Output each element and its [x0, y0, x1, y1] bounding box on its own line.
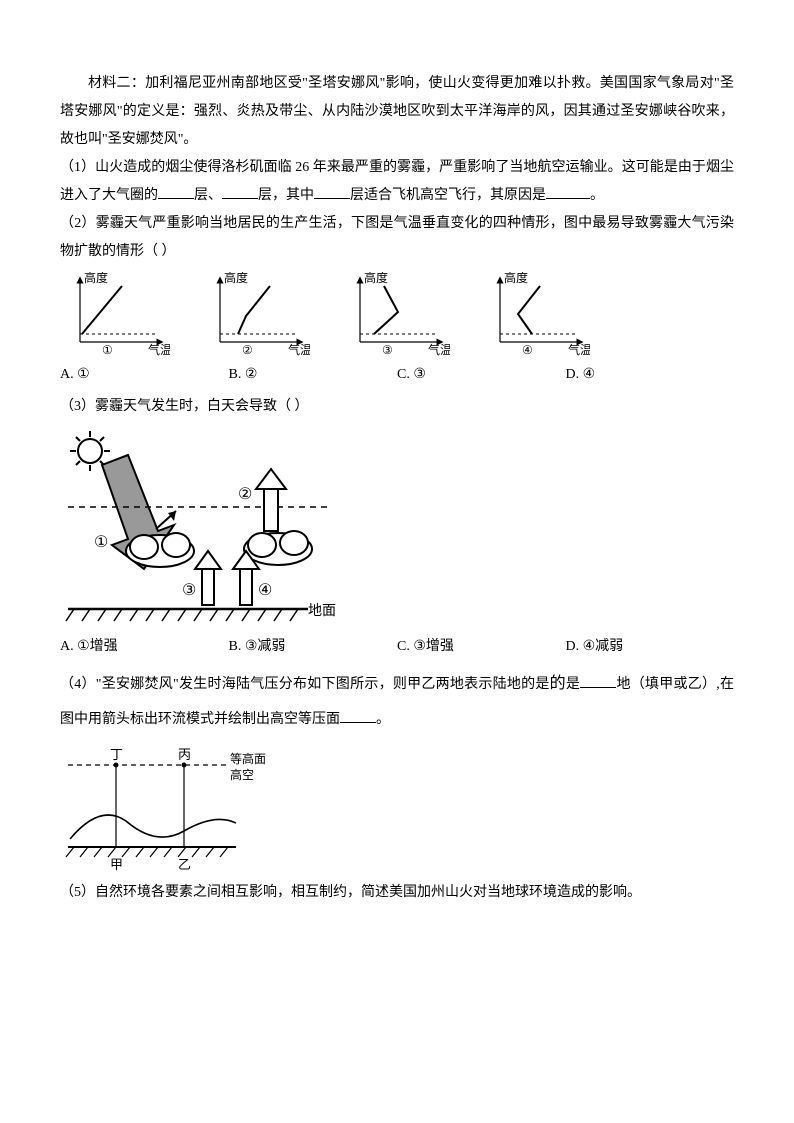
q2-opt-a: A. ①	[60, 361, 229, 389]
q4-figure: 丁 丙 等高面 高空 甲 乙	[60, 743, 734, 873]
svg-text:③: ③	[182, 582, 196, 599]
svg-text:②: ②	[238, 486, 252, 503]
q4-a: （4）"圣安娜焚风"发生时海陆气压分布如下图所示，则甲乙两地表示陆地的是	[60, 677, 550, 692]
arrow-2-icon	[256, 469, 286, 531]
q2-chart-4: 高度 气温 ④	[480, 272, 590, 357]
ground-label: 地面	[308, 603, 336, 619]
svg-text:气温: 气温	[288, 342, 310, 357]
q2-chart-2: 高度 气温 ②	[200, 272, 310, 357]
q2-opt-d: D. ④	[566, 361, 735, 389]
q4-blank2	[340, 708, 376, 723]
q1-text: （1）山火造成的烟尘使得洛杉矶面临 26 年来最严重的雾霾，严重影响了当地航空运…	[60, 154, 734, 210]
q4-c: 。	[376, 712, 390, 727]
q4-text: （4）"圣安娜焚风"发生时海陆气压分布如下图所示，则甲乙两地表示陆地的是的是地（…	[60, 665, 734, 737]
q4-blank1	[580, 673, 616, 688]
svg-text:甲: 甲	[110, 857, 123, 872]
svg-text:③: ③	[382, 343, 393, 357]
q3-figure: ① ② ③ ④ 地面	[60, 427, 734, 627]
q1-d: 层适合飞机高空飞行，其原因是	[350, 188, 546, 203]
q3-options: A. ①增强 B. ③减弱 C. ③增强 D. ④减弱	[60, 633, 734, 661]
svg-text:气温: 气温	[148, 342, 170, 357]
svg-text:丙: 丙	[178, 747, 191, 762]
q2-opt-c: C. ③	[397, 361, 566, 389]
q2-charts: 高度 气温 ① 高度 气温 ② 高度 气温 ③ 高度 气温 ④	[60, 272, 734, 357]
svg-text:①: ①	[94, 534, 108, 551]
svg-text:气温: 气温	[568, 342, 590, 357]
svg-text:④: ④	[258, 582, 272, 599]
svg-text:乙: 乙	[178, 857, 191, 872]
intro-paragraph: 材料二：加利福尼亚州南部地区受"圣塔安娜风"影响，使山火变得更加难以扑救。美国国…	[60, 70, 734, 154]
svg-text:高度: 高度	[224, 272, 248, 285]
cloud-left-icon	[126, 533, 194, 567]
q2-text: （2）雾霾天气严重影响当地居民的生产生活，下图是气温垂直变化的四种情形，图中最易…	[60, 210, 734, 266]
svg-text:高度: 高度	[84, 272, 108, 285]
q1-blank4	[546, 184, 590, 199]
q5-text: （5）自然环境各要素之间相互影响，相互制约，简述美国加州山火对当地球环境造成的影…	[60, 879, 734, 907]
svg-text:④: ④	[522, 343, 533, 357]
q3-opt-d: D. ④减弱	[566, 633, 735, 661]
q2-opt-b: B. ②	[229, 361, 398, 389]
q1-e: 。	[590, 188, 604, 203]
q3-text: （3）雾霾天气发生时，白天会导致（ ）	[60, 393, 734, 421]
q3-opt-b: B. ③减弱	[229, 633, 398, 661]
svg-text:①: ①	[102, 343, 113, 357]
q1-b: 层、	[194, 188, 222, 203]
q1-blank1	[158, 184, 194, 199]
svg-text:②: ②	[242, 343, 253, 357]
svg-text:高度: 高度	[504, 272, 528, 285]
svg-text:高空: 高空	[230, 767, 254, 782]
q1-blank2	[222, 184, 258, 199]
q1-c: 层，其中	[258, 188, 314, 203]
arrow-3-icon	[195, 551, 221, 605]
svg-text:等高面: 等高面	[230, 751, 266, 766]
q2-options: A. ① B. ② C. ③ D. ④	[60, 361, 734, 389]
q3-opt-c: C. ③增强	[397, 633, 566, 661]
cloud-right-icon	[244, 531, 312, 565]
q2-chart-3: 高度 气温 ③	[340, 272, 450, 357]
q1-blank3	[314, 184, 350, 199]
q4-b1: 是	[566, 677, 580, 692]
q2-chart-1: 高度 气温 ①	[60, 272, 170, 357]
svg-text:气温: 气温	[428, 342, 450, 357]
svg-text:高度: 高度	[364, 272, 388, 285]
svg-text:丁: 丁	[110, 747, 123, 762]
q3-opt-a: A. ①增强	[60, 633, 229, 661]
